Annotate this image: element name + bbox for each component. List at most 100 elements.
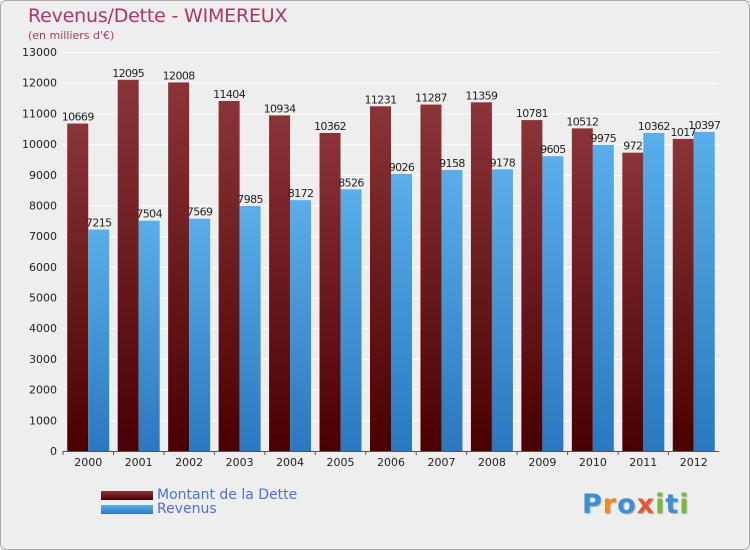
data-labels: 10669 7215 12095 7504 12008 7569 11404 7985 1093… — [62, 67, 722, 230]
x-tick-label-2011: 2011 — [629, 456, 657, 469]
data-label-dette-2011: 972 — [623, 140, 642, 153]
y-tick-label: 6000 — [29, 261, 57, 274]
x-tick-label-2004: 2004 — [276, 456, 304, 469]
legend-swatch-revenus — [101, 504, 153, 514]
data-label-revenus-2003: 7985 — [237, 193, 263, 206]
logo-letter: P — [582, 489, 603, 520]
data-label-revenus-2004: 8172 — [288, 187, 314, 200]
x-tick-label-2002: 2002 — [175, 456, 203, 469]
bars — [67, 79, 715, 452]
bar-dette-2001 — [117, 79, 139, 451]
x-tick-label-2003: 2003 — [226, 456, 254, 469]
y-tick-label: 13000 — [22, 46, 57, 59]
data-label-revenus-2012: 10397 — [688, 119, 721, 132]
chart-subtitle: (en milliers d'€) — [28, 29, 115, 42]
y-tick-label: 8000 — [29, 199, 57, 212]
bar-dette-2012 — [672, 138, 694, 451]
logo-letter: x — [636, 489, 656, 520]
bar-dette-2000 — [67, 123, 89, 452]
logo-letter: o — [617, 489, 637, 520]
y-tick-label: 12000 — [22, 77, 57, 90]
bar-dette-2008 — [470, 102, 492, 451]
x-tick-label-2012: 2012 — [680, 456, 708, 469]
y-tick-label: 7000 — [29, 230, 57, 243]
y-tick-label: 3000 — [29, 353, 57, 366]
data-label-revenus-2008: 9178 — [490, 156, 516, 169]
data-label-revenus-2000: 7215 — [86, 217, 112, 230]
logo-letter: r — [602, 489, 618, 520]
bar-dette-2002 — [168, 82, 190, 451]
bar-dette-2010 — [571, 128, 593, 451]
bar-revenus-2001 — [138, 220, 160, 451]
data-label-dette-2003: 11404 — [213, 88, 246, 101]
data-label-revenus-2009: 9605 — [540, 143, 566, 156]
data-label-revenus-2006: 9026 — [389, 161, 415, 174]
bar-dette-2004 — [269, 115, 291, 451]
data-label-dette-2006: 11231 — [365, 93, 397, 106]
legend-label-revenus: Revenus — [157, 501, 217, 517]
y-axis-ticks: 0 1000 2000 3000 4000 5000 6000 7000 8000 9000 100… — [22, 46, 57, 458]
data-label-dette-2005: 10362 — [314, 120, 346, 133]
bar-revenus-2007 — [441, 169, 463, 451]
data-label-revenus-2001: 7504 — [136, 208, 162, 221]
y-tick-label: 10000 — [22, 138, 57, 151]
x-tick-label-2005: 2005 — [327, 456, 355, 469]
x-tick-label-2009: 2009 — [528, 456, 556, 469]
x-tick-label-2008: 2008 — [478, 456, 506, 469]
data-label-revenus-2007: 9158 — [439, 157, 465, 170]
bar-dette-2007 — [420, 104, 442, 451]
bar-revenus-2004 — [290, 200, 312, 451]
bar-revenus-2003 — [239, 205, 261, 451]
data-label-dette-2004: 10934 — [264, 102, 297, 115]
data-label-dette-2001: 12095 — [112, 67, 145, 80]
data-label-dette-2007: 11287 — [415, 92, 448, 105]
legend-item-revenus: Revenus — [101, 501, 217, 517]
logo-letter: i — [655, 489, 666, 520]
bar-revenus-2009 — [542, 156, 564, 451]
bar-revenus-2005 — [340, 189, 362, 451]
legend-item-debt: Montant de la Dette — [101, 487, 297, 503]
logo-letter: i — [679, 489, 690, 520]
y-tick-label: 2000 — [29, 384, 57, 397]
data-label-revenus-2002: 7569 — [187, 206, 213, 219]
data-label-revenus-2005: 8526 — [338, 176, 364, 189]
y-tick-label: 1000 — [29, 414, 57, 427]
data-label-revenus-2011: 10362 — [638, 120, 670, 133]
data-label-dette-2010: 10512 — [566, 115, 598, 128]
bar-revenus-2010 — [592, 144, 614, 451]
bar-revenus-2011 — [643, 132, 665, 451]
bar-dette-2005 — [319, 132, 341, 451]
x-tick-label-2010: 2010 — [579, 456, 607, 469]
data-label-dette-2000: 10669 — [62, 111, 95, 124]
x-axis-ticks: 2000 2001 2002 2003 2004 2005 2006 2007 2008 2009… — [62, 451, 708, 469]
bar-revenus-2002 — [189, 218, 211, 451]
y-tick-label: 0 — [50, 445, 57, 458]
bar-dette-2003 — [218, 100, 240, 451]
bar-dette-2011 — [622, 152, 644, 451]
data-label-revenus-2010: 9975 — [591, 132, 617, 145]
bar-revenus-2008 — [491, 169, 513, 451]
logo-letter: t — [665, 489, 680, 520]
bar-revenus-2000 — [88, 229, 110, 451]
data-label-dette-2008: 11359 — [465, 89, 498, 102]
x-tick-label-2007: 2007 — [427, 456, 455, 469]
bar-dette-2009 — [521, 120, 543, 451]
x-tick-label-2000: 2000 — [74, 456, 102, 469]
data-label-dette-2012: 1017 — [670, 126, 696, 139]
proxiti-logo: Proxiti — [582, 489, 690, 520]
x-tick-label-2001: 2001 — [125, 456, 153, 469]
x-tick-label-2006: 2006 — [377, 456, 405, 469]
y-tick-label: 4000 — [29, 322, 57, 335]
bar-revenus-2012 — [693, 131, 715, 451]
legend-swatch-debt — [101, 490, 153, 500]
y-tick-label: 9000 — [29, 169, 57, 182]
y-tick-label: 5000 — [29, 292, 57, 305]
chart-title: Revenus/Dette - WIMEREUX — [28, 5, 288, 27]
bar-dette-2006 — [370, 106, 391, 452]
bar-revenus-2006 — [391, 173, 412, 451]
data-label-dette-2002: 12008 — [163, 69, 196, 82]
legend-label-debt: Montant de la Dette — [157, 487, 298, 503]
y-tick-label: 11000 — [22, 107, 57, 120]
